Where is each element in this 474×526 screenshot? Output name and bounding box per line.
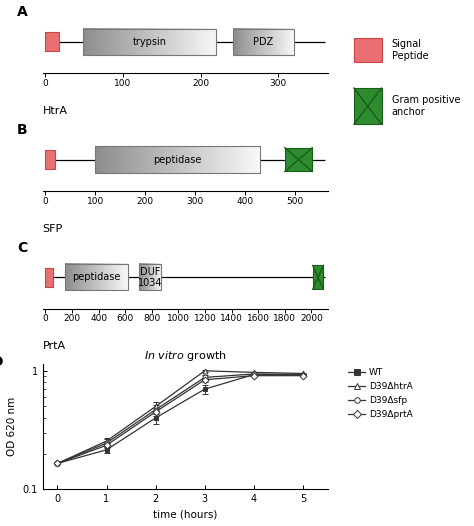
Text: D: D — [0, 355, 3, 369]
Text: A: A — [17, 5, 28, 19]
Bar — [46, 150, 55, 169]
Y-axis label: OD 620 nm: OD 620 nm — [7, 397, 17, 456]
Text: trypsin: trypsin — [132, 37, 166, 47]
Legend: WT, D39ΔhtrA, D39Δsfp, D39ΔprtA: WT, D39ΔhtrA, D39Δsfp, D39ΔprtA — [348, 368, 413, 419]
Bar — [82, 29, 216, 55]
Text: SFP: SFP — [43, 224, 63, 234]
Bar — [354, 88, 382, 124]
Title: $\mathit{In\ vitro}$ growth: $\mathit{In\ vitro}$ growth — [144, 349, 227, 363]
Text: peptidase: peptidase — [154, 155, 202, 165]
Text: Gram positive
anchor: Gram positive anchor — [392, 95, 460, 117]
Bar — [313, 266, 323, 289]
Bar — [65, 264, 128, 290]
Text: C: C — [17, 241, 27, 255]
Bar — [46, 33, 59, 52]
Text: Signal
Peptide: Signal Peptide — [392, 39, 428, 61]
Text: PrtA: PrtA — [43, 341, 66, 351]
Bar — [46, 268, 53, 287]
Bar — [354, 38, 382, 62]
Bar — [233, 29, 294, 55]
Text: PDZ: PDZ — [253, 37, 273, 47]
Text: HtrA: HtrA — [43, 106, 68, 116]
Bar — [285, 148, 312, 171]
Bar — [138, 264, 161, 290]
Text: B: B — [17, 123, 27, 137]
Bar — [95, 146, 260, 173]
Text: peptidase: peptidase — [73, 272, 121, 282]
Text: DUF
1034: DUF 1034 — [137, 267, 162, 288]
X-axis label: time (hours): time (hours) — [153, 510, 217, 520]
